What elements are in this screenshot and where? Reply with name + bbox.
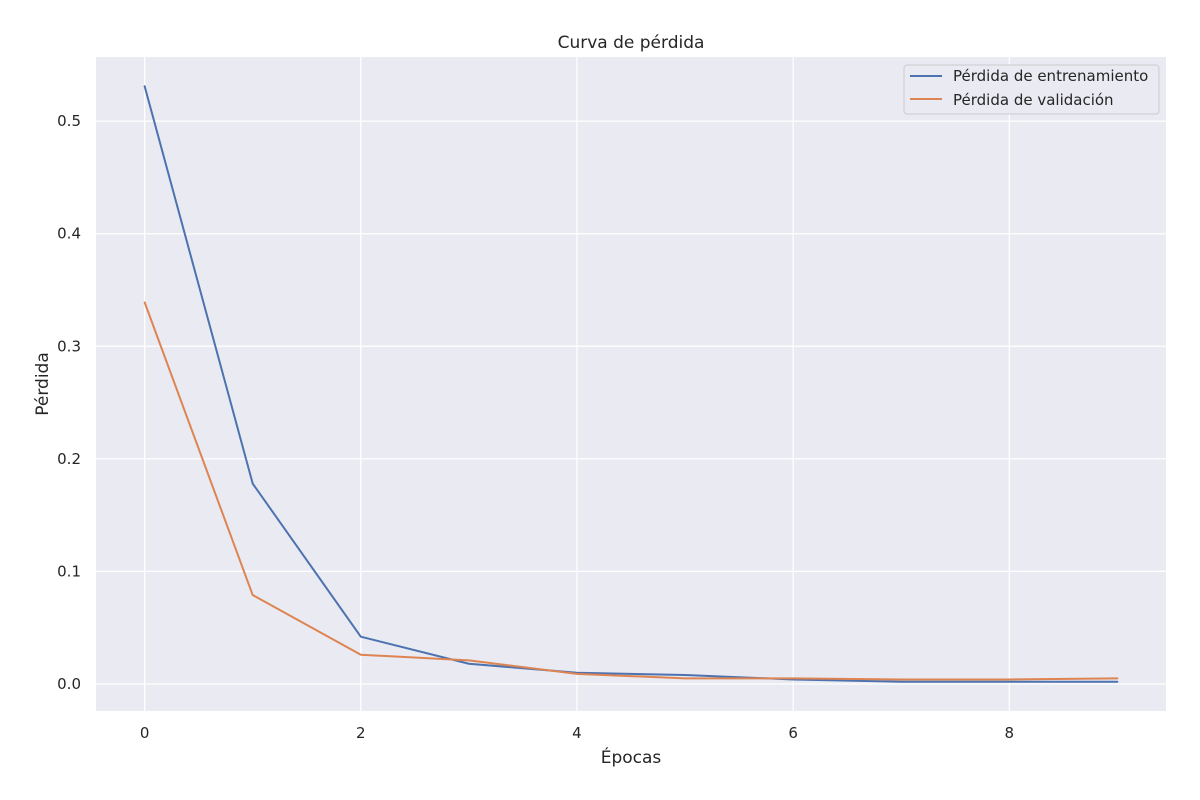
legend-box (903, 64, 1160, 115)
y-tick-label: 0.3 (57, 337, 81, 355)
x-tick-label: 0 (140, 724, 150, 742)
y-axis-label: Pérdida (33, 352, 53, 416)
chart-title: Curva de pérdida (558, 33, 705, 53)
y-tick-label: 0.4 (57, 225, 81, 243)
y-tick-label: 0.5 (57, 112, 81, 130)
legend-label-validation: Pérdida de validación (953, 91, 1114, 109)
x-tick-label: 4 (572, 724, 582, 742)
x-tick-label: 2 (356, 724, 366, 742)
legend: Pérdida de entrenamiento Pérdida de vali… (903, 64, 1160, 115)
y-tick-label: 0.0 (57, 675, 81, 693)
tick-layer: 0 2 4 6 8 0.0 0.1 0.2 0.3 0.4 0.5 (57, 112, 1014, 742)
validation-loss-line (143, 301, 1119, 681)
legend-label-training: Pérdida de entrenamiento (953, 67, 1148, 85)
x-tick-label: 8 (1005, 724, 1015, 742)
plot-area (96, 57, 1166, 711)
y-tick-label: 0.1 (57, 562, 81, 580)
y-tick-label: 0.2 (57, 450, 81, 468)
x-axis-label: Épocas (601, 746, 662, 768)
series-layer (143, 85, 1119, 683)
training-loss-line (143, 85, 1119, 683)
x-tick-label: 6 (788, 724, 798, 742)
grid-layer (96, 57, 1166, 711)
